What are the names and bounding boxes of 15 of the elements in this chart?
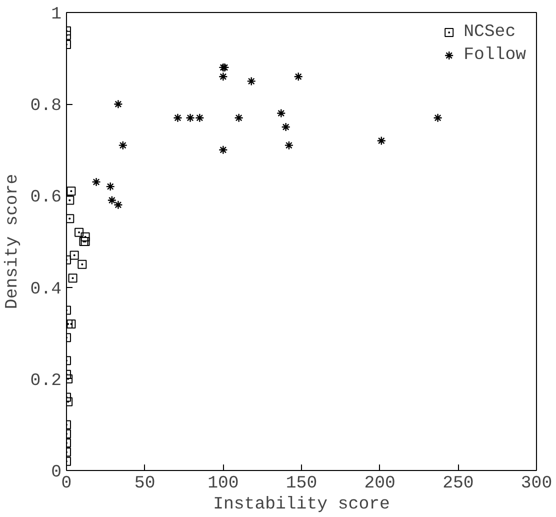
legend-label: NCSec <box>464 22 516 42</box>
y-tick-label: 0.2 <box>30 372 62 391</box>
x-axis-title: Instability score <box>213 496 390 514</box>
y-axis-title: Density score <box>3 174 22 310</box>
x-tick-label: 300 <box>520 474 552 494</box>
x-tick-label: 250 <box>442 474 474 494</box>
y-tick-label: 0.4 <box>30 280 62 300</box>
x-tick-label: 150 <box>286 474 318 494</box>
y-tick-label: 0.6 <box>30 188 62 208</box>
y-tick-label: 0.8 <box>30 97 62 116</box>
x-tick-label: 50 <box>134 474 156 494</box>
y-tick-label: 1 <box>51 6 62 24</box>
x-tick-label: 100 <box>208 474 239 494</box>
x-tick-label: 200 <box>364 474 396 494</box>
legend-label: Follow <box>464 46 526 64</box>
